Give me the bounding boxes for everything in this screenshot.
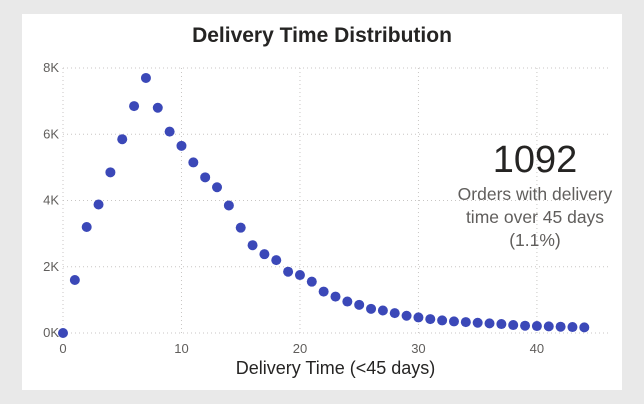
data-point	[472, 317, 483, 328]
data-point	[425, 314, 436, 325]
x-axis-ticks: 0 10 20 30 40	[59, 341, 544, 356]
data-point	[176, 140, 187, 151]
y-tick-label: 8K	[43, 60, 59, 75]
x-axis-label: Delivery Time (<45 days)	[235, 358, 436, 378]
data-point	[152, 102, 163, 113]
x-tick-label: 10	[174, 341, 188, 356]
data-point	[259, 249, 270, 260]
data-point	[413, 312, 424, 323]
data-point	[318, 286, 329, 297]
data-point	[330, 291, 341, 302]
data-point	[567, 322, 578, 333]
data-point	[129, 101, 140, 112]
data-point	[389, 308, 400, 319]
data-point	[531, 321, 542, 332]
data-point	[555, 321, 566, 332]
data-point	[93, 199, 104, 210]
x-tick-label: 0	[59, 341, 66, 356]
kpi-card: 1092 Orders with delivery time over 45 d…	[430, 138, 640, 251]
data-point	[294, 270, 305, 281]
data-point	[484, 318, 495, 329]
data-point	[354, 299, 365, 310]
data-point	[520, 320, 531, 331]
data-points	[58, 72, 590, 338]
kpi-value: 1092	[492, 139, 578, 181]
kpi-label-line2: time over 45 days	[465, 207, 605, 227]
data-point	[200, 172, 211, 183]
y-tick-label: 6K	[43, 126, 59, 141]
data-point	[579, 322, 590, 333]
data-point	[247, 240, 258, 251]
data-point	[235, 222, 246, 233]
data-point	[212, 182, 223, 193]
y-tick-label: 4K	[43, 193, 59, 208]
x-tick-label: 40	[530, 341, 544, 356]
data-point	[117, 134, 128, 145]
data-point	[283, 266, 294, 277]
data-point	[401, 310, 412, 321]
y-tick-label: 0K	[43, 325, 59, 340]
y-axis-ticks: 0K 2K 4K 6K 8K	[43, 60, 59, 340]
x-tick-label: 30	[411, 341, 425, 356]
chart-title: Delivery Time Distribution	[192, 24, 452, 47]
data-point	[140, 72, 151, 83]
data-point	[543, 321, 554, 332]
data-point	[366, 303, 377, 314]
data-point	[223, 200, 234, 211]
data-point	[271, 255, 282, 266]
data-point	[508, 320, 519, 331]
data-point	[377, 305, 388, 316]
data-point	[105, 167, 116, 178]
data-point	[342, 296, 353, 307]
x-tick-label: 20	[293, 341, 307, 356]
grid-lines	[62, 67, 608, 334]
kpi-label-line1: Orders with delivery	[457, 184, 613, 204]
y-tick-label: 2K	[43, 259, 59, 274]
data-point	[164, 126, 175, 137]
data-point	[188, 157, 199, 168]
data-point	[81, 222, 92, 232]
data-point	[69, 275, 80, 285]
data-point	[460, 317, 471, 328]
data-point	[496, 319, 507, 330]
data-point	[306, 276, 317, 287]
data-point	[58, 328, 68, 338]
data-point	[448, 316, 459, 327]
data-point	[437, 315, 448, 326]
kpi-label-line3: (1.1%)	[509, 230, 561, 250]
